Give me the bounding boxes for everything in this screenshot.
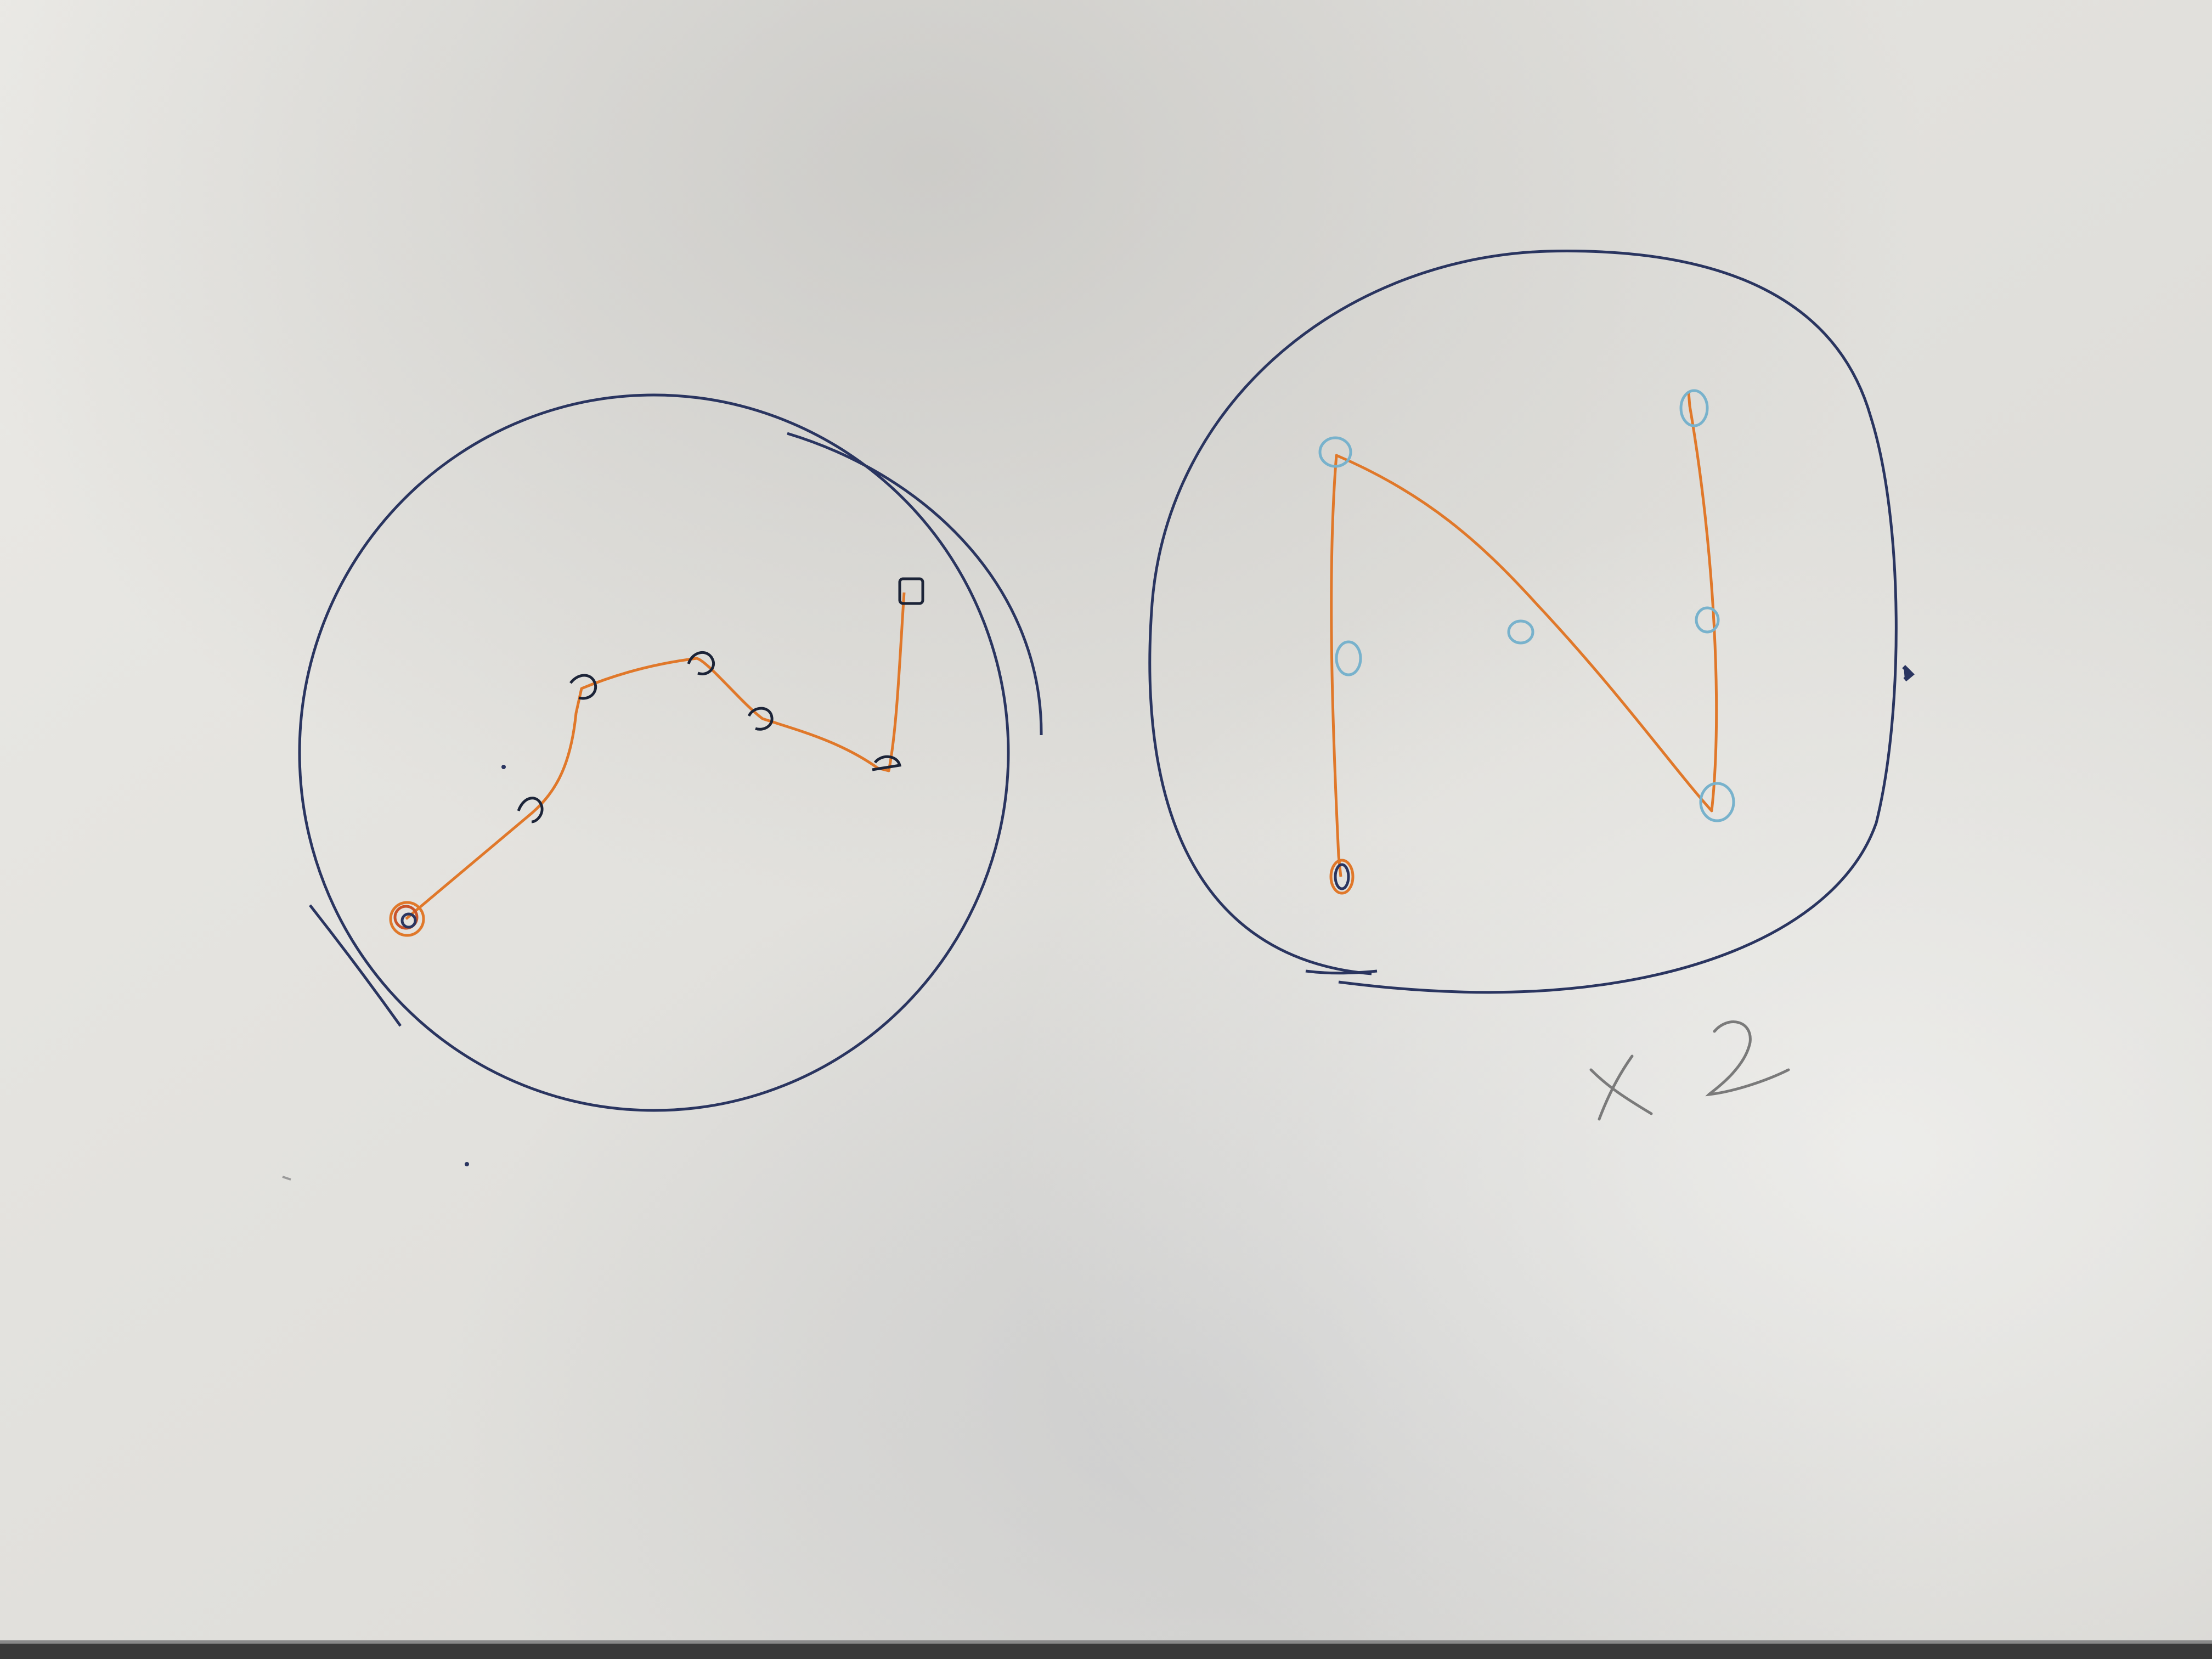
pencil-x-stroke-2 (1598, 1054, 1634, 1121)
left-circle-extra-stroke (787, 432, 1043, 736)
table-edge-highlight (0, 1640, 2212, 1644)
right-circle-tick (1902, 665, 1915, 682)
start-scribble-outer (1329, 859, 1355, 895)
right-circle-outline (1148, 250, 1898, 994)
left-circle-outline (298, 393, 1010, 1112)
pencil-speck (282, 1176, 291, 1181)
start-scribble-inner (1334, 863, 1350, 890)
start-scribble-core (400, 912, 417, 929)
node-loop (517, 797, 544, 823)
pencil-x-stroke-1 (1589, 1068, 1653, 1115)
ink-speck (501, 765, 506, 769)
node-loop (1507, 619, 1534, 645)
times-two-note (1589, 1020, 1790, 1121)
left-circle-tick (309, 904, 402, 1027)
left-zigzag-path (405, 592, 906, 920)
start-scribble-inner (393, 905, 419, 930)
left-start-node (389, 901, 425, 937)
node-loop (1318, 436, 1352, 468)
pencil-2-glyph (1705, 1020, 1790, 1097)
node-loop (1699, 782, 1735, 822)
node-loop (687, 651, 715, 675)
left-nodes (517, 577, 924, 823)
node-loop (747, 707, 774, 731)
node-loop (1679, 389, 1709, 427)
right-circle-bottom-stroke (1305, 969, 1378, 975)
right-nodes (1318, 389, 1735, 822)
start-scribble-outer (389, 901, 425, 937)
right-n-path (1330, 392, 1718, 877)
left-circle-sketch (298, 393, 1043, 1112)
right-circle-sketch (1148, 250, 1915, 994)
ink-speck (465, 1162, 469, 1166)
node-loop (1695, 606, 1720, 634)
node-square (898, 577, 924, 605)
node-loop (569, 674, 597, 700)
node-loop (1335, 640, 1362, 676)
node-loop (872, 755, 902, 771)
right-start-node (1329, 859, 1355, 895)
